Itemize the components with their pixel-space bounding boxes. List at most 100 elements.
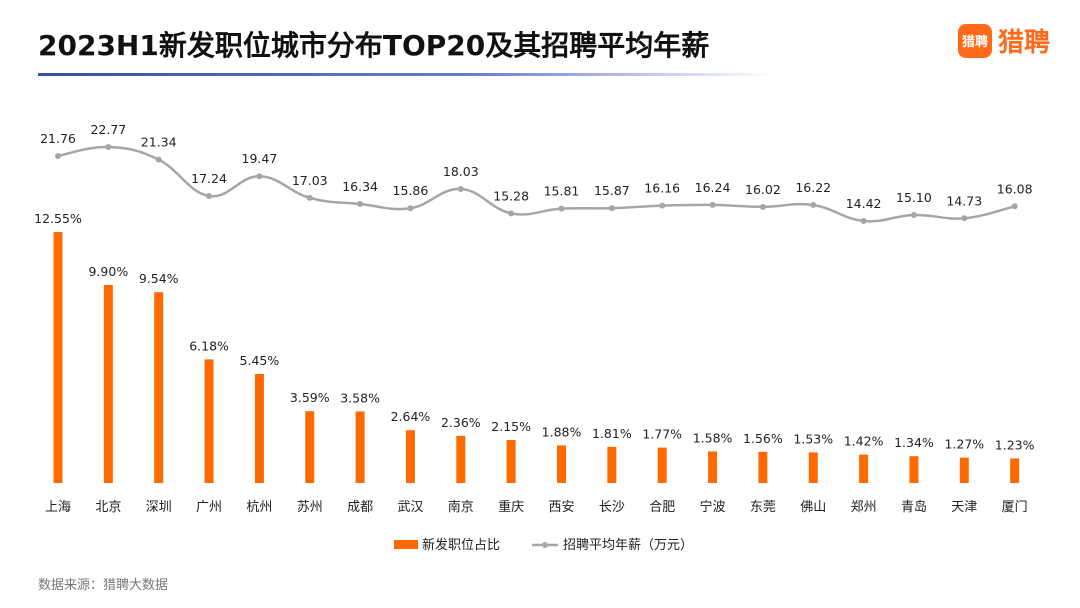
bar-郑州 [859, 454, 869, 483]
category-label-郑州: 郑州 [851, 500, 877, 515]
bar-label-天津: 1.27% [944, 437, 984, 452]
salary-point-东莞 [759, 203, 766, 210]
category-labels: 上海 北京 深圳 广州 杭州 苏州 成都 武汉 南京 重庆 西安 长沙 合肥 宁波 东莞 佛山 郑州 青岛 天津 厦门 [45, 499, 1028, 515]
category-label-宁波: 宁波 [700, 499, 726, 515]
bar-series [53, 232, 1020, 483]
salary-point-苏州 [306, 194, 313, 201]
salary-label-青岛: 15.10 [896, 190, 932, 205]
bar-label-青岛: 1.34% [894, 435, 934, 450]
salary-label-厦门: 16.08 [997, 181, 1033, 196]
salary-label-上海: 21.76 [40, 131, 76, 146]
salary-label-宁波: 16.24 [695, 180, 731, 195]
category-label-东莞: 东莞 [750, 500, 776, 515]
salary-point-青岛 [910, 211, 917, 218]
line-series [55, 144, 1018, 224]
bar-label-厦门: 1.23% [995, 437, 1035, 452]
salary-point-杭州 [256, 173, 263, 180]
bar-上海 [53, 232, 63, 483]
bar-宁波 [708, 451, 718, 483]
bar-天津 [959, 457, 969, 483]
bar-杭州 [254, 374, 264, 483]
category-label-深圳: 深圳 [146, 500, 172, 515]
bar-青岛 [909, 456, 919, 483]
salary-point-广州 [206, 193, 213, 200]
bar-南京 [456, 435, 466, 483]
bar-label-长沙: 1.81% [592, 426, 632, 441]
bar-label-重庆: 2.15% [491, 419, 531, 434]
salary-label-南京: 18.03 [443, 164, 479, 179]
bar-label-北京: 9.90% [88, 264, 128, 279]
category-label-成都: 成都 [347, 500, 373, 515]
bar-label-合肥: 1.77% [642, 427, 682, 442]
bar-label-宁波: 1.58% [693, 430, 733, 445]
bar-佛山 [808, 452, 818, 483]
bar-label-成都: 3.58% [340, 390, 380, 405]
legend-bar-label: 新发职位占比 [422, 537, 500, 553]
category-label-上海: 上海 [45, 500, 71, 515]
legend-line-label: 招聘平均年薪（万元） [563, 538, 693, 553]
salary-point-武汉 [407, 205, 414, 212]
salary-point-上海 [55, 152, 61, 159]
category-label-杭州: 杭州 [246, 500, 272, 515]
bar-label-上海: 12.55% [34, 211, 82, 226]
salary-label-合肥: 16.16 [644, 181, 680, 196]
salary-point-长沙 [608, 205, 615, 212]
salary-point-厦门 [1011, 203, 1018, 210]
salary-point-西安 [558, 205, 565, 212]
category-label-苏州: 苏州 [297, 499, 323, 515]
category-label-武汉: 武汉 [397, 500, 423, 515]
bar-label-南京: 2.36% [441, 415, 481, 430]
legend-line-marker [542, 542, 548, 548]
bar-label-武汉: 2.64% [391, 409, 431, 424]
bar-label-广州: 6.18% [189, 338, 229, 353]
liepin-logo: 猎聘 猎聘 [958, 22, 1050, 59]
salary-point-深圳 [155, 156, 162, 163]
salary-label-佛山: 16.22 [795, 180, 831, 195]
category-label-佛山: 佛山 [800, 500, 826, 515]
salary-label-广州: 17.24 [191, 171, 227, 186]
category-label-厦门: 厦门 [1002, 500, 1028, 515]
line-data-labels: 21.76 22.77 21.34 17.24 19.47 17.03 16.34 15.86… [40, 122, 1032, 211]
bar-label-深圳: 9.54% [139, 271, 179, 286]
category-label-西安: 西安 [548, 500, 574, 515]
salary-label-成都: 16.34 [342, 179, 378, 194]
salary-point-重庆 [508, 210, 515, 217]
category-label-重庆: 重庆 [498, 499, 524, 515]
page-title: 2023H1新发职位城市分布TOP20及其招聘平均年薪 [38, 29, 710, 62]
salary-point-宁波 [709, 201, 716, 208]
bar-label-东莞: 1.56% [743, 431, 783, 446]
bar-label-郑州: 1.42% [844, 434, 884, 449]
bar-label-杭州: 5.45% [240, 353, 280, 368]
salary-point-天津 [961, 215, 968, 222]
bar-label-苏州: 3.59% [290, 390, 330, 405]
category-label-长沙: 长沙 [599, 500, 625, 515]
legend-bar-swatch [394, 540, 418, 549]
salary-label-天津: 14.73 [946, 193, 982, 208]
salary-label-苏州: 17.03 [292, 173, 328, 188]
bar-东莞 [758, 451, 768, 483]
bar-合肥 [657, 447, 667, 483]
bar-苏州 [305, 411, 315, 483]
category-label-广州: 广州 [196, 500, 222, 515]
category-label-合肥: 合肥 [649, 500, 675, 515]
bar-长沙 [607, 446, 617, 483]
salary-point-北京 [105, 144, 112, 150]
salary-label-重庆: 15.28 [493, 188, 529, 203]
salary-point-成都 [357, 200, 364, 207]
bar-label-佛山: 1.53% [793, 431, 833, 446]
salary-label-郑州: 14.42 [846, 196, 882, 211]
bar-广州 [204, 359, 214, 483]
salary-label-杭州: 19.47 [242, 151, 278, 166]
bar-label-西安: 1.88% [542, 424, 582, 439]
salary-label-深圳: 21.34 [141, 135, 177, 150]
logo-badge-icon: 猎聘 [958, 23, 992, 58]
legend: 新发职位占比 招聘平均年薪（万元） [394, 537, 693, 553]
category-label-青岛: 青岛 [901, 499, 927, 515]
salary-point-郑州 [860, 218, 867, 224]
title-underline [38, 73, 773, 76]
bar-data-labels: 12.55% 9.90% 9.54% 6.18% 5.45% 3.59% 3.58% 2.64… [34, 211, 1034, 452]
salary-label-北京: 22.77 [90, 122, 126, 137]
bar-武汉 [405, 430, 415, 483]
